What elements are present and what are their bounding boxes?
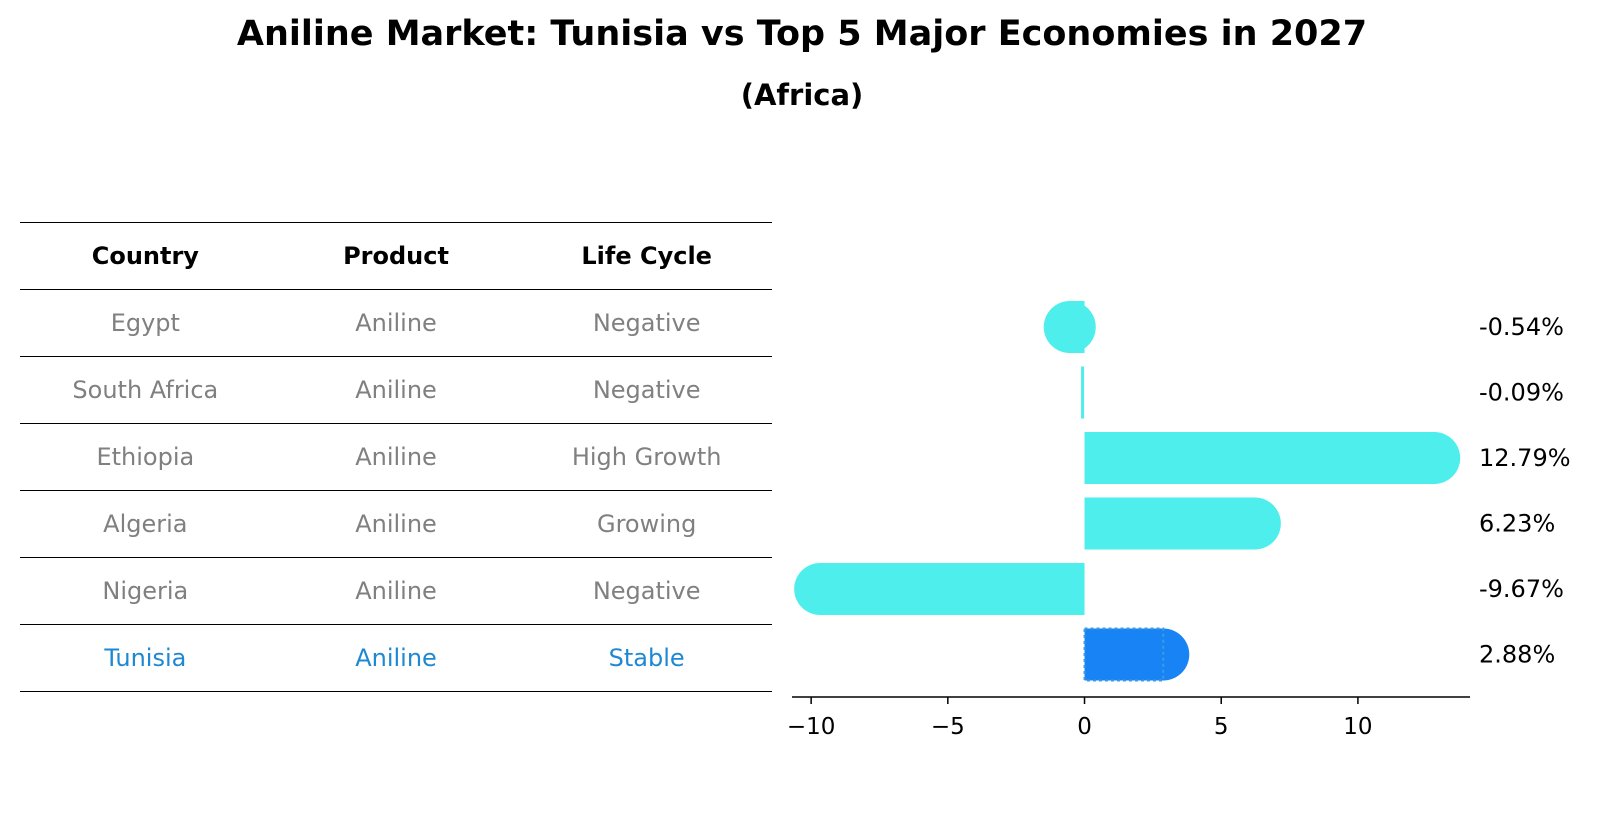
x-tick-label: −5 — [931, 714, 965, 740]
x-tick-label: −10 — [787, 714, 836, 740]
table-cell-product: Aniline — [355, 577, 437, 605]
data-label: -0.54% — [1479, 313, 1564, 341]
bar-ethiopia — [1084, 432, 1461, 484]
table-cell-country: Tunisia — [104, 644, 187, 672]
table-cell-product: Aniline — [355, 309, 437, 337]
table-row-highlighted: Tunisia Aniline Stable — [20, 625, 772, 692]
table-cell-life-cycle: Negative — [592, 309, 701, 337]
table-cell-product: Aniline — [355, 510, 437, 538]
table-header-country: Country — [91, 242, 199, 270]
data-label: 12.79% — [1479, 444, 1571, 472]
table-cell-country: Algeria — [103, 510, 188, 538]
data-label: 6.23% — [1479, 510, 1555, 538]
bar-highlight-outline — [1083, 627, 1165, 682]
bar-cap — [1228, 497, 1281, 550]
bar-cap — [1043, 301, 1096, 353]
table-row: Nigeria Aniline Negative — [20, 558, 772, 625]
table-cell-country: Egypt — [110, 309, 180, 337]
bar-body — [1081, 366, 1085, 419]
x-tick-label: 0 — [1077, 714, 1092, 740]
table-cell-life-cycle: Negative — [592, 376, 701, 404]
table-row: Algeria Aniline Growing — [20, 491, 772, 558]
table-row: Egypt Aniline Negative — [20, 290, 772, 357]
bar-cap — [1408, 432, 1461, 484]
table-cell-product: Aniline — [355, 443, 437, 471]
table-cell-life-cycle: Growing — [596, 510, 697, 538]
x-tick-label: 5 — [1214, 714, 1229, 740]
data-label: -0.09% — [1479, 379, 1564, 407]
bar-nigeria — [794, 563, 1085, 615]
bar-body — [1084, 497, 1255, 550]
table-cell-country: South Africa — [72, 376, 219, 404]
bar-egypt — [1043, 301, 1096, 353]
data-label: -9.67% — [1479, 575, 1564, 603]
table-cell-life-cycle: Stable — [608, 644, 685, 672]
bar-cap — [794, 563, 847, 615]
table-cell-country: Nigeria — [102, 577, 189, 605]
table-cell-product: Aniline — [355, 376, 437, 404]
comparison-table: Country Product Life Cycle Egypt Aniline… — [20, 222, 772, 692]
table-cell-country: Ethiopia — [96, 443, 195, 471]
table-cell-product: Aniline — [355, 644, 437, 672]
table-row: South Africa Aniline Negative — [20, 357, 772, 424]
table-header-row: Country Product Life Cycle — [20, 223, 772, 290]
data-label: 2.88% — [1479, 641, 1555, 669]
table-cell-life-cycle: High Growth — [571, 443, 722, 471]
table-cell-life-cycle: Negative — [592, 577, 701, 605]
bar-south-africa — [1081, 366, 1085, 419]
chart-title: Aniline Market: Tunisia vs Top 5 Major E… — [236, 14, 1368, 54]
bar-body — [820, 563, 1085, 615]
chart-subtitle: (Africa) — [740, 78, 864, 112]
table-header-life-cycle: Life Cycle — [581, 242, 712, 270]
bar-body — [1084, 432, 1435, 484]
bar-tunisia — [1083, 627, 1190, 682]
x-tick-label: 10 — [1343, 714, 1372, 740]
bar-algeria — [1084, 497, 1281, 550]
table-row: Ethiopia Aniline High Growth — [20, 424, 772, 491]
table-header-product: Product — [343, 242, 449, 270]
